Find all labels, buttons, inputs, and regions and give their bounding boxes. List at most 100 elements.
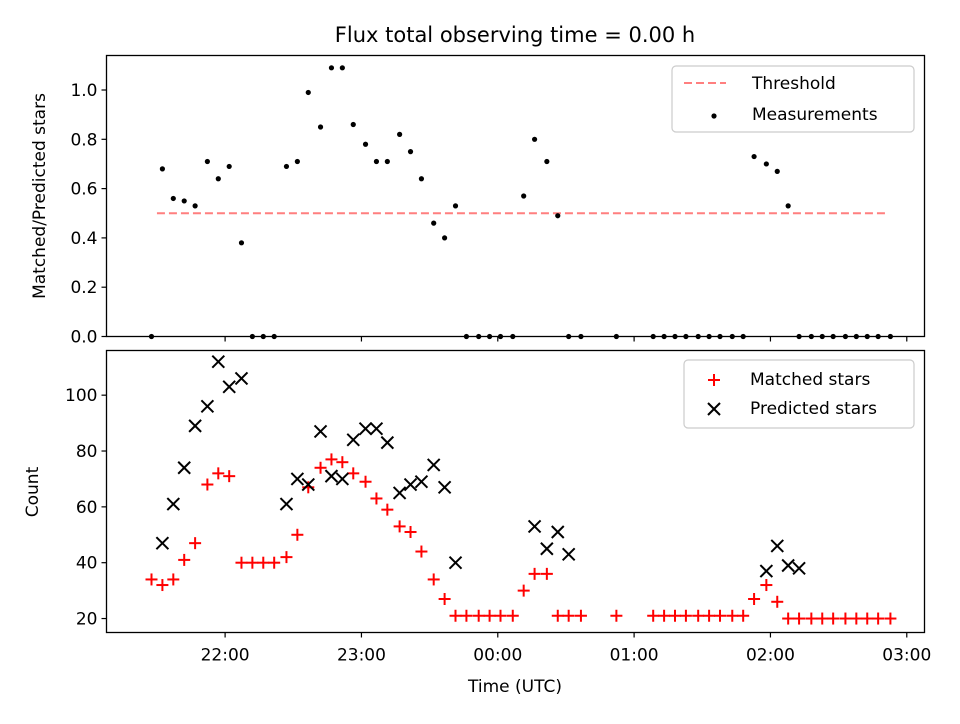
bottom-axes-frame xyxy=(105,349,926,634)
predicted-star-point xyxy=(403,477,418,492)
matched-star-point xyxy=(805,612,818,625)
top-y-tick-label: 0.4 xyxy=(70,229,97,249)
measurement-point xyxy=(531,136,538,142)
predicted-star-point xyxy=(335,472,350,486)
predicted-star-point xyxy=(313,424,328,439)
predicted-star-stroke-b xyxy=(770,539,784,553)
x-axis-label: Time (UTC) xyxy=(467,677,562,697)
predicted-star-stroke-b xyxy=(324,469,339,483)
matched-star-point xyxy=(494,609,507,622)
predicted-star-stroke-b xyxy=(392,486,407,500)
matched-star-point xyxy=(404,525,417,538)
predicted-star-point xyxy=(414,475,429,489)
matched-star-point xyxy=(325,453,338,466)
measurement-point xyxy=(204,158,210,165)
measurement-point xyxy=(452,203,459,209)
measurement-point xyxy=(294,158,300,165)
matched-star-point xyxy=(156,579,169,592)
predicted-star-point xyxy=(177,461,191,475)
matched-star-point xyxy=(235,556,248,569)
legend-predicted-label: Predicted stars xyxy=(750,399,877,419)
measurement-point xyxy=(407,149,414,155)
predicted-star-stroke-b xyxy=(346,433,360,447)
matched-star-point xyxy=(415,545,428,558)
predicted-star-stroke-b xyxy=(155,536,170,550)
predicted-star-point xyxy=(290,472,305,486)
bottom-y-tick-label: 100 xyxy=(65,386,97,406)
matched-star-point xyxy=(506,609,519,622)
predicted-star-stroke-b xyxy=(369,421,384,436)
matched-star-point xyxy=(246,556,259,569)
predicted-star-point xyxy=(540,542,554,556)
bottom-y-tick-label: 60 xyxy=(76,498,98,518)
x-tick-label: 01:00 xyxy=(610,646,659,666)
matched-star-point xyxy=(472,609,485,622)
predicted-star-stroke-b xyxy=(426,458,441,472)
measurement-point xyxy=(397,131,403,137)
measurement-point xyxy=(418,176,425,182)
matched-star-point xyxy=(551,609,564,622)
predicted-star-stroke-b xyxy=(200,399,215,414)
matched-star-point xyxy=(517,584,530,597)
bottom-y-axis-label: Count xyxy=(23,466,43,517)
predicted-star-stroke-b xyxy=(414,475,429,489)
measurement-point xyxy=(384,158,390,165)
top-legend-box xyxy=(671,65,915,133)
matched-star-point xyxy=(189,537,202,550)
predicted-star-stroke-b xyxy=(290,472,305,486)
measurement-point xyxy=(238,240,245,246)
predicted-star-point xyxy=(346,433,360,447)
predicted-star-stroke-b xyxy=(234,371,249,386)
matched-star-point xyxy=(574,609,587,622)
matched-star-point xyxy=(212,467,225,480)
predicted-star-point xyxy=(437,480,452,495)
predicted-star-stroke-b xyxy=(313,424,328,439)
predicted-star-stroke-b xyxy=(279,497,294,511)
predicted-star-stroke-b xyxy=(527,519,542,534)
predicted-star-point xyxy=(155,536,170,550)
predicted-star-stroke-b xyxy=(188,419,202,433)
matched-star-point xyxy=(449,609,462,622)
predicted-star-stroke-b xyxy=(211,354,226,369)
measurement-point xyxy=(328,65,335,71)
measurement-point xyxy=(305,89,311,96)
matched-star-point xyxy=(370,492,383,505)
measurement-point xyxy=(339,65,345,71)
predicted-star-stroke-b xyxy=(380,435,395,450)
measurement-point xyxy=(763,161,769,167)
legend-measurements-label: Measurements xyxy=(752,105,878,125)
predicted-star-stroke-b xyxy=(561,547,576,562)
matched-star-point xyxy=(872,612,885,625)
matched-star-point xyxy=(861,612,874,625)
matched-star-point xyxy=(483,609,496,622)
matched-star-point xyxy=(669,609,682,622)
measurement-point xyxy=(317,124,324,130)
predicted-star-point xyxy=(448,555,463,570)
predicted-star-point xyxy=(770,539,784,553)
matched-star-point xyxy=(314,461,327,474)
predicted-star-stroke-b xyxy=(448,555,463,570)
predicted-star-point xyxy=(551,525,565,539)
measurement-point xyxy=(181,198,187,204)
predicted-star-point xyxy=(527,519,542,534)
predicted-star-point xyxy=(301,477,315,492)
top-y-tick-label: 0.2 xyxy=(70,278,97,298)
matched-star-point xyxy=(760,579,773,592)
measurement-point xyxy=(283,163,290,170)
legend-threshold-label: Threshold xyxy=(751,74,836,94)
measurement-point xyxy=(521,193,527,199)
predicted-star-stroke-b xyxy=(781,558,795,573)
matched-star-point xyxy=(562,609,575,622)
predicted-star-stroke-b xyxy=(403,477,418,492)
predicted-star-point xyxy=(200,399,215,414)
matched-star-point xyxy=(714,609,726,622)
measurement-point xyxy=(431,220,437,226)
predicted-star-point xyxy=(380,435,395,450)
matched-star-point xyxy=(268,556,281,569)
bottom-y-tick-label: 80 xyxy=(76,442,98,462)
matched-star-point xyxy=(280,551,293,564)
matched-star-point xyxy=(460,609,473,622)
matched-star-point xyxy=(884,612,897,625)
predicted-star-point xyxy=(166,497,181,511)
bottom-y-tick-label: 20 xyxy=(76,610,98,630)
